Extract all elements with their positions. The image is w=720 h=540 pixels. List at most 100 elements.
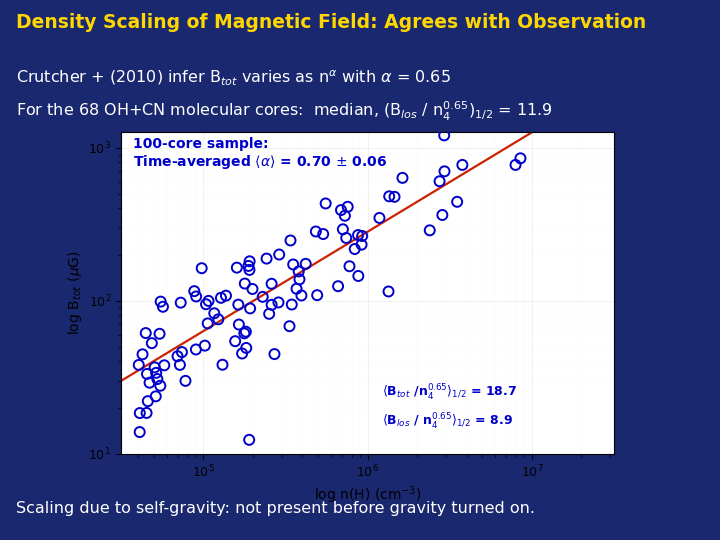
Point [199, 341, 211, 350]
Point [243, 266, 255, 274]
Point [244, 304, 256, 313]
Point [383, 287, 395, 296]
Point [438, 167, 450, 176]
Point [196, 264, 207, 273]
Point [243, 435, 255, 444]
Point [300, 260, 312, 268]
Point [510, 160, 521, 169]
Text: Scaling due to self-gravity: not present before gravity turned on.: Scaling due to self-gravity: not present… [16, 501, 535, 516]
Point [137, 350, 148, 359]
Point [155, 381, 166, 390]
Point [424, 226, 436, 235]
Point [353, 272, 364, 280]
Point [456, 160, 468, 169]
Point [436, 211, 448, 219]
Point [142, 397, 153, 406]
Point [150, 392, 161, 401]
Point [287, 260, 299, 269]
Point [341, 234, 352, 242]
Point [176, 348, 188, 356]
Point [239, 279, 251, 288]
Point [141, 409, 153, 417]
Point [320, 199, 331, 208]
Point [233, 300, 244, 309]
Point [312, 291, 323, 300]
Point [286, 300, 297, 309]
Point [215, 294, 227, 302]
Text: For the 68 OH+CN molecular cores:  median, (B$_{los}$ / n$_4^{0.65}$)$_{1/2}$ = : For the 68 OH+CN molecular cores: median… [16, 100, 552, 123]
Point [273, 298, 284, 307]
Point [174, 361, 186, 369]
Point [342, 202, 354, 211]
Point [240, 327, 251, 336]
Point [339, 212, 351, 220]
Point [291, 285, 302, 293]
Point [296, 291, 307, 300]
Point [261, 254, 272, 263]
Point [343, 262, 355, 271]
Point [203, 296, 215, 305]
Point [180, 376, 192, 385]
Point [356, 232, 368, 240]
Point [212, 315, 224, 323]
Point [236, 349, 248, 358]
Point [190, 345, 202, 354]
Point [238, 329, 250, 338]
Point [294, 275, 305, 284]
Point [233, 320, 245, 329]
Point [356, 240, 367, 249]
Point [384, 192, 395, 201]
Point [269, 350, 280, 359]
Point [140, 329, 151, 338]
Point [175, 298, 186, 307]
Point [189, 287, 200, 295]
Point [434, 177, 446, 186]
Point [240, 343, 252, 352]
Point [133, 361, 145, 369]
Point [451, 198, 463, 206]
Point [274, 250, 285, 259]
Point [333, 282, 344, 291]
Point [438, 131, 450, 140]
Point [244, 257, 256, 266]
Point [374, 214, 385, 222]
Point [266, 300, 277, 309]
Point [264, 309, 275, 318]
Point [152, 375, 163, 383]
Text: Crutcher + (2010) infer B$_{tot}$ varies as n$^{\alpha}$ with $\alpha$ = 0.65: Crutcher + (2010) infer B$_{tot}$ varies… [16, 68, 451, 86]
Point [310, 227, 322, 236]
X-axis label: log n(H) (cm$^{-3}$): log n(H) (cm$^{-3}$) [314, 484, 421, 505]
Point [158, 361, 170, 370]
Point [209, 309, 220, 318]
Point [284, 322, 295, 330]
Point [134, 428, 145, 436]
Text: Time-averaged $\langle\alpha\rangle$ = 0.70 $\pm$ 0.06: Time-averaged $\langle\alpha\rangle$ = 0… [133, 153, 387, 171]
Y-axis label: log B$_{tot}$ ($\mu$G): log B$_{tot}$ ($\mu$G) [66, 251, 84, 335]
Point [284, 236, 296, 245]
Point [349, 245, 361, 253]
Point [150, 368, 162, 377]
Point [155, 298, 166, 306]
Point [515, 154, 526, 163]
Point [230, 337, 241, 346]
Text: $\langle$B$_{tot}$ /n$_4^{0.65}$$\rangle$$_{1/2}$ = 18.7: $\langle$B$_{tot}$ /n$_4^{0.65}$$\rangle… [382, 383, 518, 403]
Point [293, 267, 305, 276]
Point [154, 329, 166, 338]
Point [157, 302, 168, 311]
Point [397, 173, 408, 182]
Point [247, 285, 258, 293]
Point [352, 231, 364, 239]
Point [144, 379, 156, 387]
Point [172, 352, 184, 361]
Point [217, 360, 228, 369]
Text: 100-core sample:: 100-core sample: [133, 137, 269, 151]
Point [220, 292, 232, 300]
Point [231, 264, 243, 272]
Point [243, 261, 254, 270]
Point [149, 363, 161, 372]
Point [141, 369, 153, 378]
Point [134, 409, 145, 417]
Point [146, 339, 158, 347]
Point [200, 300, 212, 308]
Text: Density Scaling of Magnetic Field: Agrees with Observation: Density Scaling of Magnetic Field: Agree… [16, 14, 646, 32]
